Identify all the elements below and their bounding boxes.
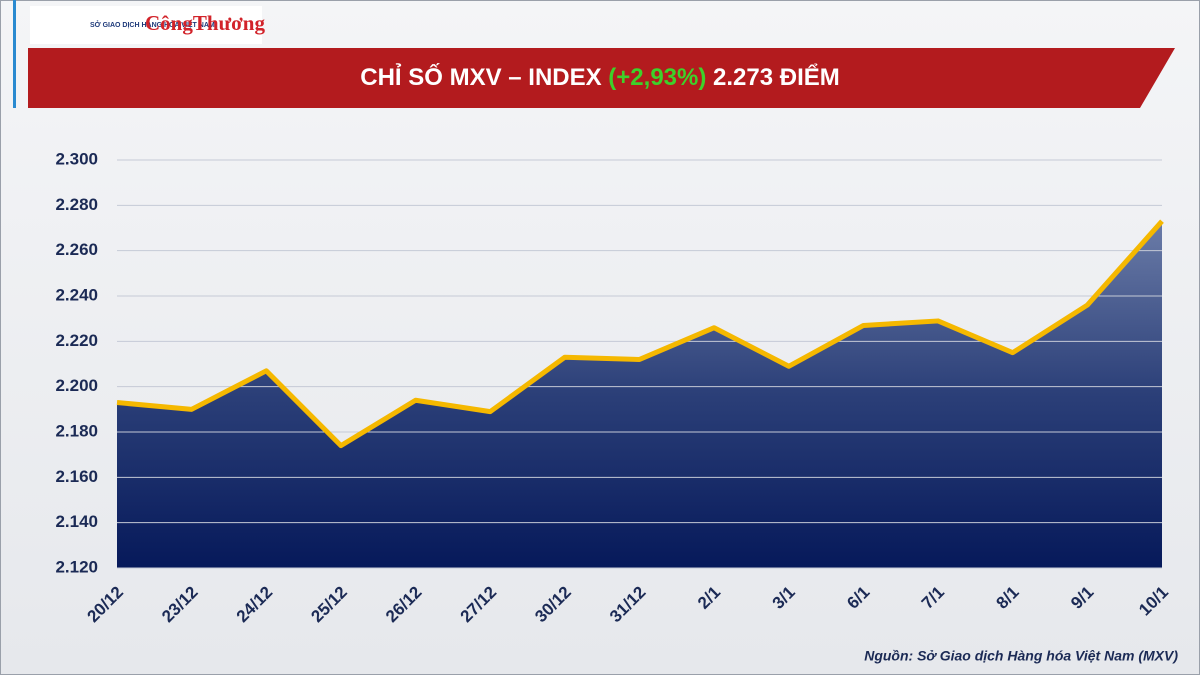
title-banner xyxy=(28,48,1175,108)
title-text: CHỈ SỐ MXV – INDEX xyxy=(360,62,601,91)
line xyxy=(116,219,1164,449)
logo-congthuong: CôngThương xyxy=(145,11,265,35)
y-tick-label: 2.140 xyxy=(55,512,98,531)
title-last-value: 2.273 ĐIỂM xyxy=(713,63,840,91)
source-note: Nguồn: Sở Giao dịch Hàng hóa Việt Nam (M… xyxy=(864,648,1178,664)
y-tick-label: 2.180 xyxy=(55,421,98,440)
y-tick-label: 2.240 xyxy=(55,285,98,304)
y-tick-label: 2.200 xyxy=(55,376,98,395)
logo-mxv: SỞ GIAO DỊCH HÀNG HÓA VIỆT NAM xyxy=(90,20,215,29)
y-tick-label: 2.280 xyxy=(55,195,98,214)
y-tick-label: 2.300 xyxy=(55,149,98,168)
y-tick-label: 2.120 xyxy=(55,557,98,576)
y-tick-label: 2.160 xyxy=(55,467,98,486)
y-tick-label: 2.220 xyxy=(55,331,98,350)
accent-bar xyxy=(13,0,16,108)
logo-box xyxy=(30,6,262,44)
title-change: (+2,93%) xyxy=(608,64,706,91)
area xyxy=(117,221,1162,568)
chart-title: CHỈ SỐ MXV – INDEX (+2,93%) 2.273 ĐIỂM xyxy=(360,62,840,91)
y-tick-label: 2.260 xyxy=(55,240,98,259)
